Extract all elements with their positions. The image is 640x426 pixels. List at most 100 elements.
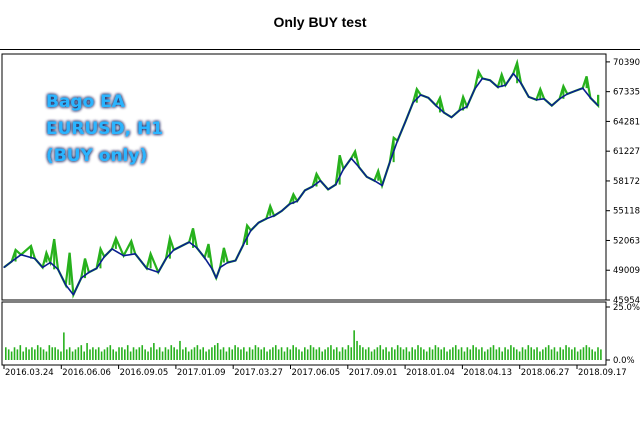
volume-bar	[135, 349, 138, 360]
volume-bar	[63, 332, 65, 360]
volume-bar	[408, 351, 411, 360]
equity-point	[20, 254, 22, 256]
volume-bar	[385, 347, 387, 360]
volume-bar	[518, 351, 521, 360]
volume-bar	[222, 347, 225, 360]
time-tick-label: 2017.06.05	[292, 368, 341, 378]
volume-bar	[292, 345, 294, 360]
equity-point	[520, 82, 522, 84]
volume-bar	[184, 347, 187, 360]
volume-bar	[330, 345, 332, 360]
volume-bar	[321, 351, 324, 360]
equity-point	[258, 221, 260, 224]
volume-bar	[199, 349, 202, 360]
volume-bar	[486, 349, 489, 360]
volume-bar	[36, 345, 39, 360]
equity-point	[41, 266, 44, 268]
equity-point	[134, 253, 136, 255]
equity-point	[88, 271, 90, 273]
time-tick-label: 2017.09.01	[349, 368, 398, 378]
equity-point	[215, 277, 217, 279]
volume-bar	[585, 345, 588, 360]
equity-point	[111, 248, 113, 250]
volume-bar	[513, 347, 515, 360]
volume-bar	[118, 347, 120, 360]
volume-bar	[571, 349, 573, 360]
volume-bar	[251, 349, 254, 360]
volume-bar	[228, 347, 231, 360]
volume-bar	[475, 347, 477, 360]
equity-point	[288, 203, 291, 205]
equity-point	[342, 168, 345, 170]
time-tick-label: 2016.03.24	[5, 368, 54, 378]
volume-bar	[440, 349, 443, 360]
equity-point	[227, 261, 229, 264]
equity-point	[435, 105, 437, 107]
equity-point	[11, 260, 13, 263]
volume-bar	[333, 349, 335, 360]
price-tick-label: 49009	[613, 266, 640, 276]
volume-bar	[312, 347, 315, 360]
volume-bar	[277, 349, 280, 360]
equity-point	[103, 256, 105, 258]
equity-point	[412, 102, 414, 104]
volume-bar	[295, 347, 297, 360]
equity-point	[420, 94, 422, 96]
volume-bar	[298, 349, 300, 360]
volume-bar	[225, 351, 228, 360]
volume-bar	[150, 347, 152, 360]
equity-point	[466, 106, 468, 108]
equity-point	[474, 88, 476, 90]
volume-bar	[274, 345, 277, 360]
equity-point	[389, 161, 391, 163]
volume-bar	[132, 347, 135, 360]
volume-bar	[25, 347, 27, 360]
volume-bar	[176, 349, 178, 360]
equity-point	[381, 184, 383, 187]
price-frame	[1, 53, 607, 301]
time-tick-label: 2018.06.27	[521, 368, 570, 378]
volume-bar	[161, 351, 164, 360]
equity-point	[327, 188, 329, 191]
volume-bar	[92, 347, 94, 360]
volume-bar	[147, 351, 149, 360]
volume-bar	[568, 347, 570, 360]
volume-bar	[425, 351, 428, 360]
equity-point	[589, 97, 592, 99]
volume-bar	[16, 349, 19, 360]
volume-bar	[452, 347, 454, 360]
volume-bar	[231, 349, 234, 360]
equity-point	[551, 105, 553, 107]
price-tick-label: 64281	[613, 117, 640, 127]
volume-bar	[283, 351, 286, 360]
volume-bar	[428, 347, 431, 360]
volume-bar	[57, 349, 59, 360]
volume-bar	[324, 349, 326, 360]
volume-bar	[280, 347, 283, 360]
volume-bar	[83, 351, 85, 360]
volume-bar	[7, 349, 10, 360]
volume-bar	[521, 347, 524, 360]
equity-point	[427, 97, 429, 99]
volume-bar	[65, 349, 68, 360]
equity-point	[211, 268, 213, 270]
overlay-label-2: EURUSD, H1	[46, 119, 163, 139]
volume-bar	[216, 343, 219, 360]
volume-bar	[573, 347, 576, 360]
volume-bar	[68, 347, 71, 360]
volume-bar	[463, 351, 466, 360]
volume-bar	[306, 349, 309, 360]
equity-point	[543, 98, 545, 100]
volume-bar	[553, 347, 556, 360]
equity-point	[165, 258, 167, 260]
volume-bar	[100, 351, 103, 360]
time-tick-label: 2016.06.06	[62, 368, 111, 378]
volume-bar	[54, 347, 56, 360]
equity-point	[49, 261, 51, 264]
volume-bar	[10, 351, 13, 360]
volume-bar	[254, 345, 257, 360]
time-tick-label: 2016.09.05	[120, 368, 169, 378]
price-tick-label: 55118	[613, 207, 640, 217]
volume-bar	[579, 349, 582, 360]
price-tick-label: 61227	[613, 147, 640, 157]
